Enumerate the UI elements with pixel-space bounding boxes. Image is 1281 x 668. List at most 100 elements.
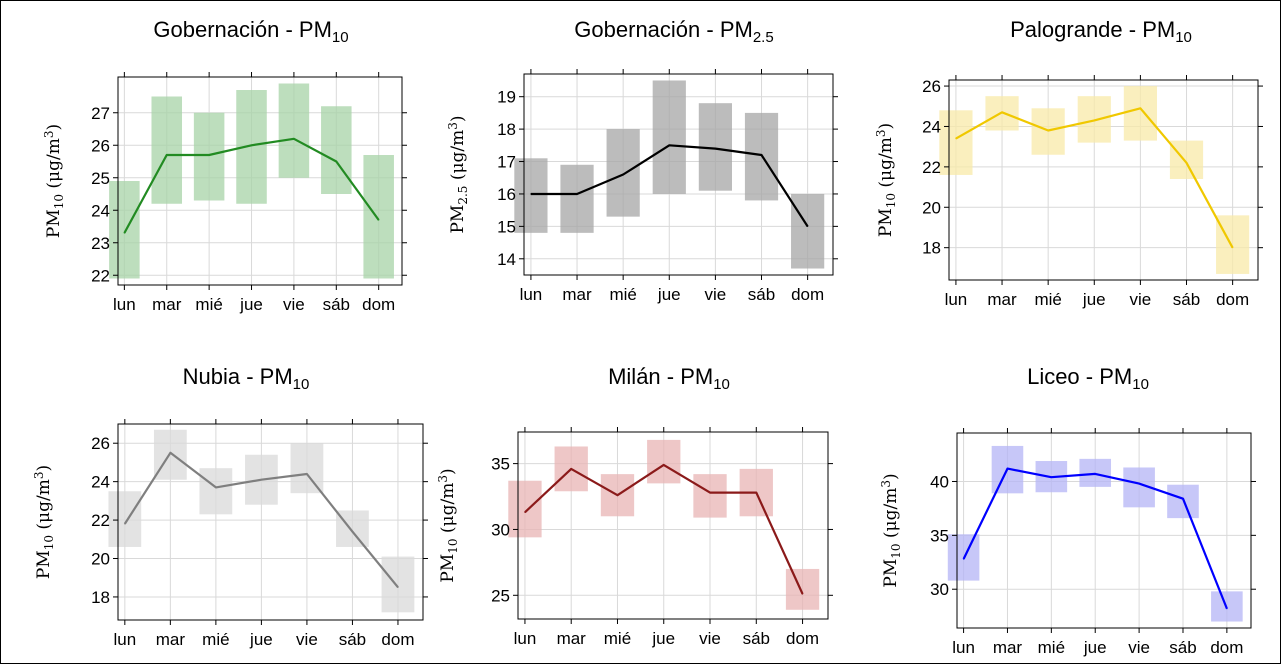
y-tick-label: 16 (497, 185, 516, 204)
ylabel-main: PM (438, 554, 458, 583)
data-point (397, 586, 399, 588)
data-point (260, 479, 262, 481)
x-tick-label: mié (1038, 638, 1065, 657)
y-tick-label: 26 (922, 77, 941, 96)
ylabel-main: PM (448, 205, 468, 234)
ylabel-subscript: 10 (52, 194, 66, 209)
interval-band (278, 83, 310, 178)
x-tick-label: mar (152, 295, 182, 314)
data-point (807, 225, 809, 227)
y-axis-label: PM2.5 (μg/m3) (446, 115, 470, 233)
plot-frame (948, 79, 1259, 281)
data-point (1001, 111, 1003, 113)
x-tick-label: vie (1128, 638, 1150, 657)
ylabel-unit: (μg/m (448, 130, 468, 186)
ylabel-subscript: 2.5 (456, 186, 470, 205)
x-tick-label: vie (705, 285, 727, 304)
data-point (616, 494, 619, 496)
interval-band (791, 193, 825, 269)
title-main: Gobernación - PM (574, 17, 753, 42)
x-tick-label: vie (1130, 290, 1152, 309)
ylabel-superscript: 3 (32, 472, 46, 480)
title-subscript: 10 (332, 29, 349, 46)
data-point (1232, 247, 1234, 249)
interval-band (108, 491, 142, 547)
x-tick-label: lun (113, 630, 136, 649)
title-subscript: 2.5 (753, 29, 774, 46)
ylabel-subscript: 10 (884, 193, 898, 208)
data-point (1226, 608, 1228, 610)
title-main: Palogrande - PM (1010, 17, 1175, 42)
y-tick-label: 35 (930, 526, 949, 545)
x-tick-label: mar (557, 629, 587, 648)
plot-frame (517, 431, 829, 620)
ylabel-close: ) (876, 123, 896, 130)
interval-band (785, 568, 820, 610)
interval-band (1123, 86, 1157, 141)
data-point (1139, 107, 1141, 109)
x-tick-label: dom (1216, 290, 1249, 309)
y-tick-label: 20 (91, 550, 110, 569)
x-tick-label: lun (514, 629, 537, 648)
x-tick-label: sáb (323, 295, 350, 314)
y-tick-label: 23 (91, 234, 110, 253)
y-tick-label: 18 (91, 588, 110, 607)
x-tick-label: vie (699, 629, 721, 648)
interval-band (381, 556, 415, 613)
y-tick-label: 30 (491, 520, 510, 539)
data-point (1006, 467, 1009, 470)
ylabel-main: PM (876, 208, 896, 237)
ylabel-close: ) (448, 115, 468, 122)
x-tick-label: mié (609, 285, 636, 304)
x-tick-label: dom (786, 629, 819, 648)
data-point (663, 464, 665, 466)
y-tick-label: 19 (497, 88, 516, 107)
x-tick-label: lun (520, 285, 543, 304)
y-axis-label: PM10 (μg/m3) (436, 468, 460, 582)
data-point (622, 173, 624, 176)
ylabel-superscript: 3 (446, 122, 460, 130)
ylabel-close: ) (881, 473, 901, 480)
ylabel-close: ) (44, 124, 64, 131)
data-point (306, 473, 308, 475)
data-point (378, 219, 380, 221)
panel-title: Liceo - PM10 (1027, 364, 1149, 393)
ylabel-main: PM (881, 559, 901, 588)
data-point (570, 468, 572, 470)
ylabel-superscript: 3 (436, 475, 450, 483)
plot-frame (117, 423, 424, 621)
panel-title: Milán - PM10 (608, 364, 730, 393)
interval-band (1169, 140, 1204, 179)
y-tick-label: 25 (491, 586, 510, 605)
y-tick-label: 24 (91, 473, 110, 492)
data-point (1094, 473, 1096, 475)
y-axis-label: PM10 (μg/m3) (874, 123, 898, 237)
data-point (668, 144, 670, 146)
data-point (801, 593, 804, 595)
data-point (760, 154, 763, 156)
data-point (1093, 119, 1095, 122)
y-tick-label: 24 (922, 117, 941, 136)
data-point (714, 147, 716, 150)
interval-band (652, 80, 686, 194)
x-tick-label: dom (1210, 638, 1243, 657)
interval-band (647, 439, 681, 484)
data-point (1138, 483, 1140, 485)
panel-title: Nubia - PM10 (183, 364, 310, 393)
interval-band (151, 96, 183, 204)
data-point (293, 138, 295, 140)
y-tick-label: 15 (497, 217, 516, 236)
data-point (166, 154, 168, 156)
x-tick-label: mié (195, 295, 222, 314)
ylabel-close: ) (438, 468, 458, 475)
y-tick-label: 22 (91, 511, 110, 530)
title-main: Nubia - PM (183, 364, 293, 389)
panel-title: Gobernación - PM10 (153, 17, 348, 46)
data-point (169, 452, 171, 454)
data-point (709, 491, 711, 494)
